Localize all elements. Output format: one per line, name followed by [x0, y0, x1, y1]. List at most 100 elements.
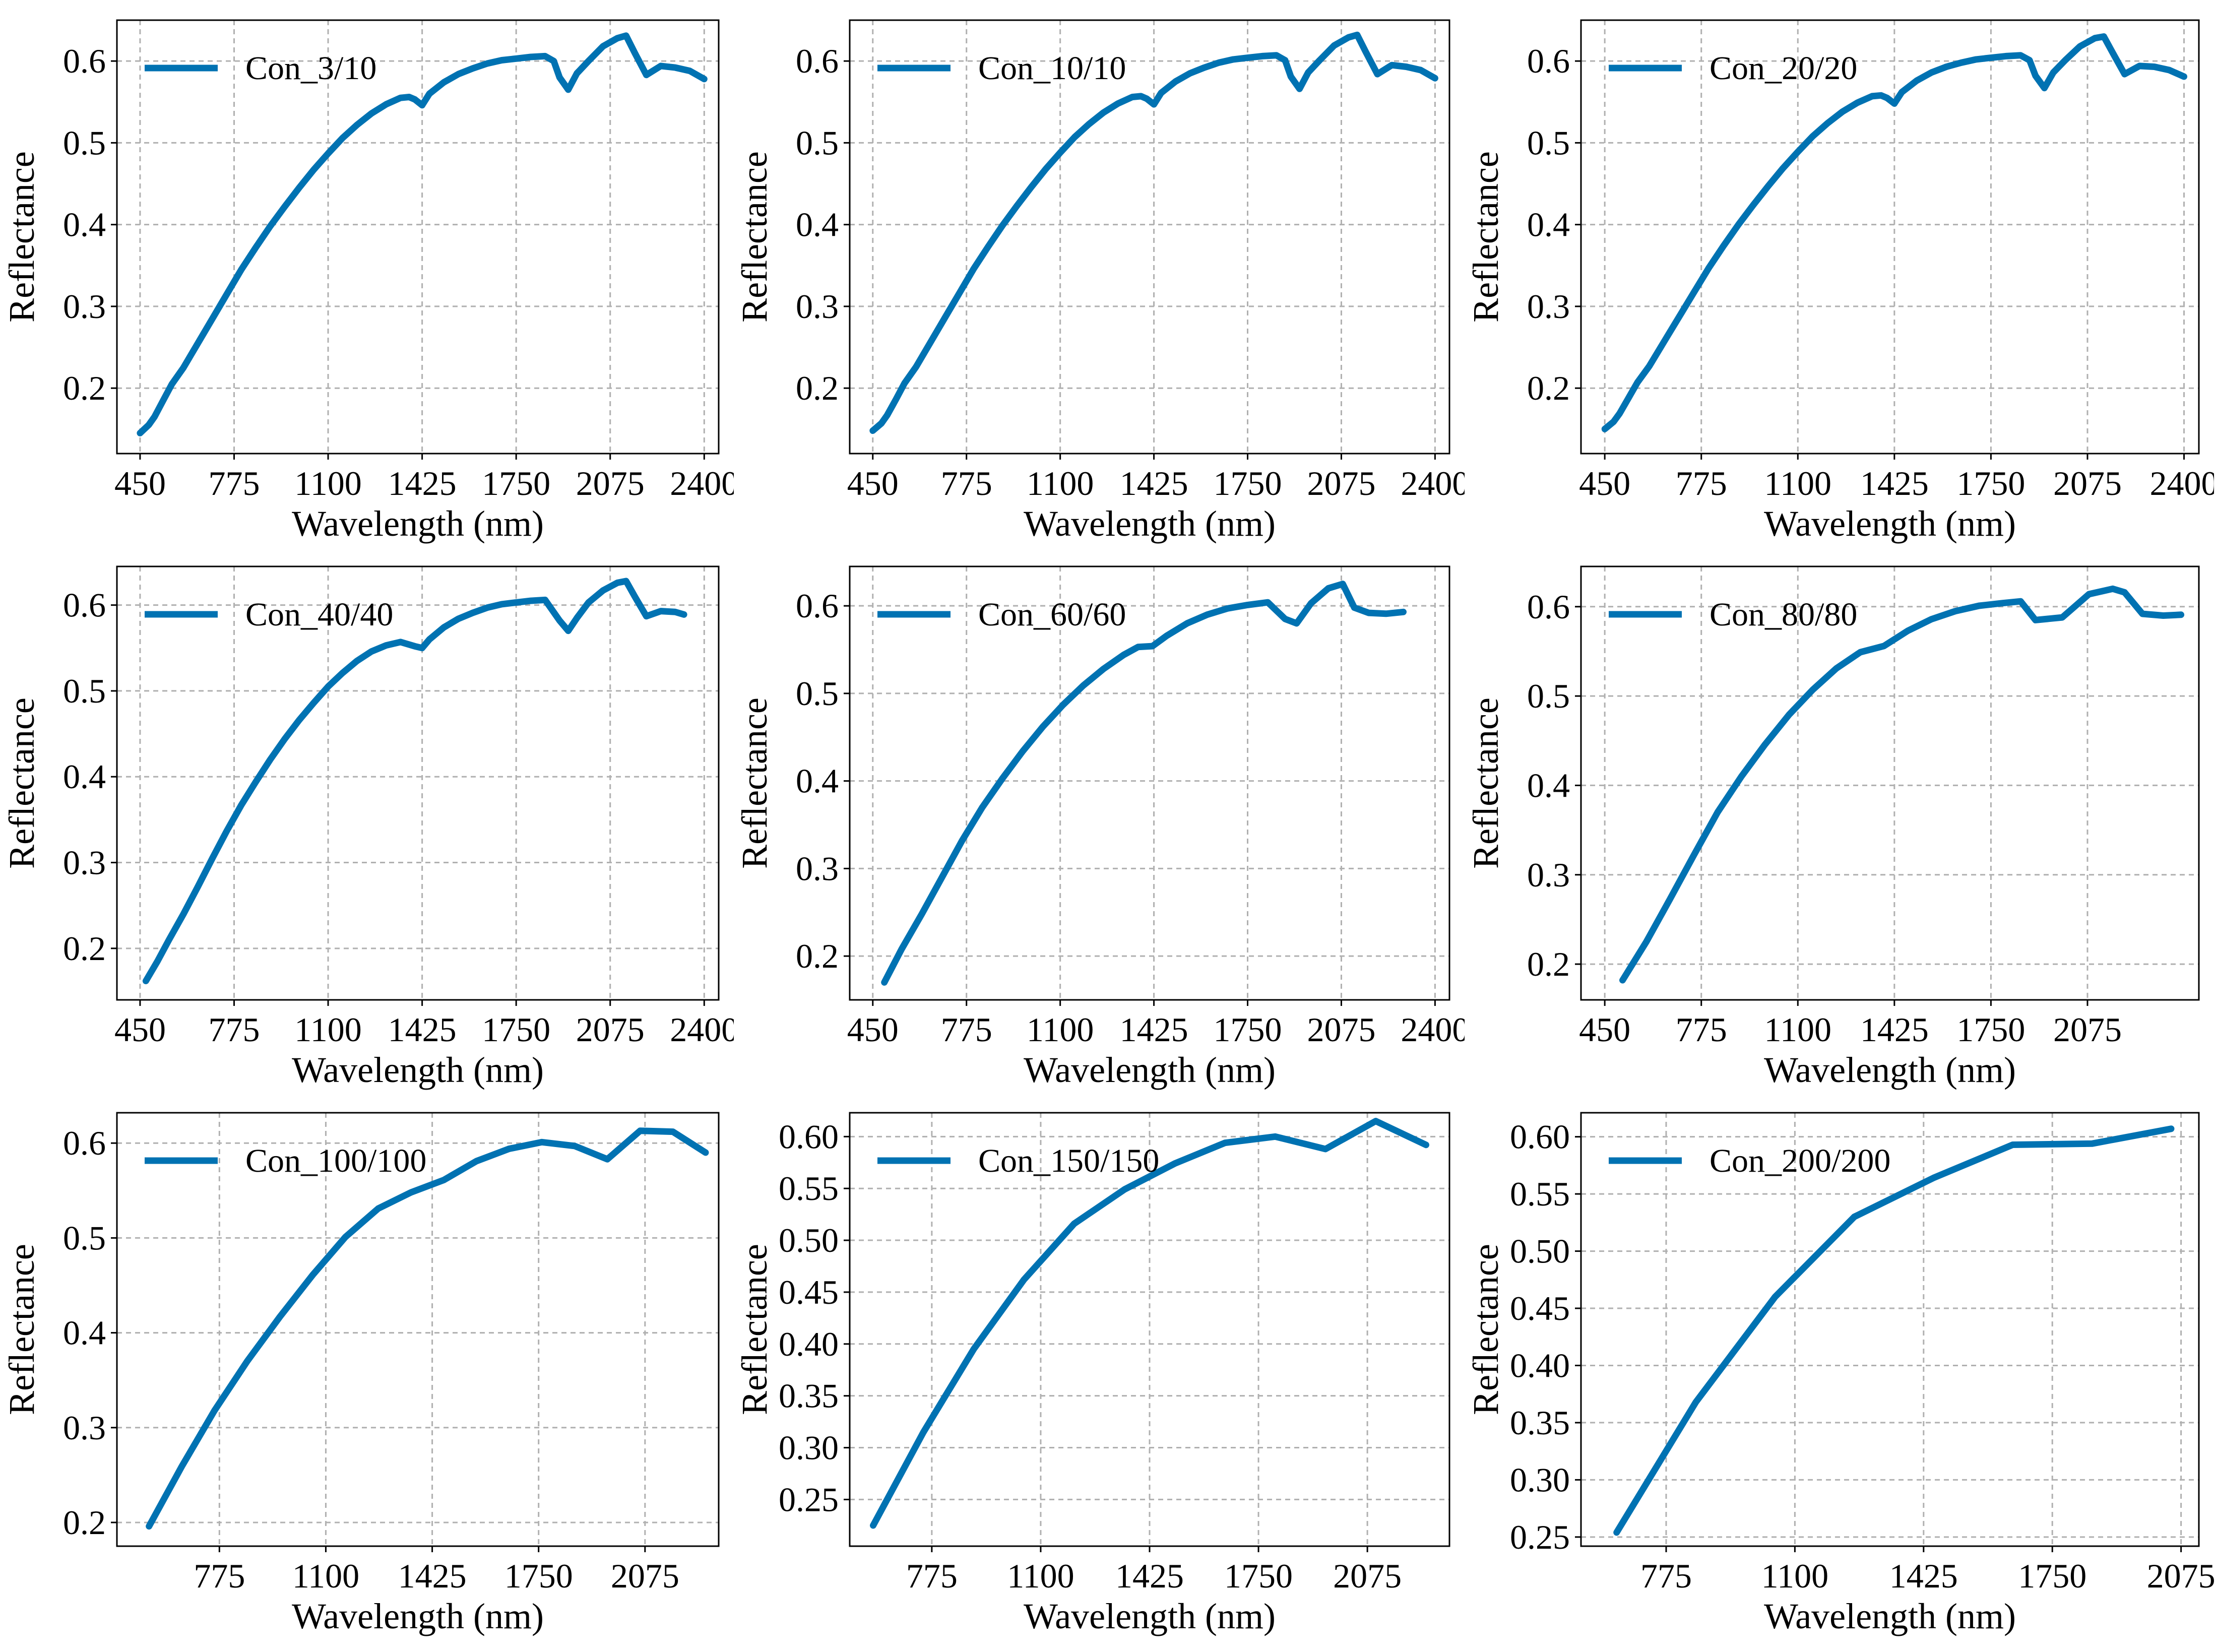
x-tick-label: 775 — [1676, 1010, 1727, 1049]
series-line — [1619, 585, 2185, 984]
y-axis-label: Reflectance — [734, 1244, 775, 1415]
y-tick-label: 0.4 — [63, 206, 106, 244]
y-tick-label: 0.4 — [796, 762, 839, 800]
x-tick-label: 2400 — [2150, 464, 2214, 502]
x-tick-label: 1750 — [1956, 1010, 2025, 1049]
x-tick-label: 2075 — [2053, 1010, 2122, 1049]
y-tick-label: 0.60 — [779, 1117, 839, 1156]
y-tick-label: 0.60 — [1510, 1118, 1570, 1156]
y-tick-label: 0.6 — [63, 42, 106, 80]
y-tick-label: 0.5 — [63, 123, 106, 162]
x-tick-label: 1750 — [1214, 464, 1282, 502]
x-tick-label: 1750 — [482, 1010, 550, 1049]
axes-frame — [1580, 1112, 2200, 1547]
x-tick-label: 450 — [114, 1010, 166, 1049]
y-tick-label: 0.3 — [1527, 856, 1570, 894]
legend: Con_20/20 — [1609, 50, 1857, 87]
axes-frame — [116, 1112, 720, 1547]
y-tick-label: 0.5 — [1527, 123, 1570, 162]
x-tick-label: 1750 — [1214, 1010, 1282, 1049]
legend-label: Con_60/60 — [978, 596, 1126, 633]
y-tick-label: 0.35 — [779, 1377, 839, 1415]
x-tick-label: 1750 — [1224, 1557, 1293, 1595]
series-line — [870, 1118, 1429, 1529]
y-tick-label: 0.40 — [1510, 1346, 1570, 1384]
series-line — [146, 1127, 709, 1530]
x-tick-label: 1100 — [1007, 1557, 1074, 1595]
y-axis-label: Reflectance — [2, 697, 42, 869]
x-tick-label: 1100 — [292, 1557, 359, 1595]
x-tick-label: 775 — [1640, 1557, 1692, 1595]
x-tick-label: 1425 — [1120, 1010, 1188, 1049]
x-tick-label: 775 — [208, 1010, 260, 1049]
y-tick-label: 0.2 — [1527, 369, 1570, 407]
legend: Con_80/80 — [1609, 596, 1857, 633]
axes-frame — [849, 565, 1450, 1001]
y-tick-label: 0.5 — [1527, 677, 1570, 715]
legend: Con_100/100 — [145, 1142, 426, 1179]
legend: Con_10/10 — [877, 50, 1126, 87]
x-tick-label: 775 — [941, 464, 992, 502]
y-tick-label: 0.55 — [1510, 1175, 1570, 1213]
x-tick-label: 2075 — [2053, 464, 2122, 502]
x-axis-label: Wavelength (nm) — [1024, 1050, 1276, 1090]
x-tick-label: 1100 — [294, 1010, 361, 1049]
x-tick-label: 1425 — [398, 1557, 467, 1595]
x-tick-label: 1100 — [294, 464, 361, 502]
y-axis-label: Reflectance — [1466, 1244, 1506, 1415]
x-tick-label: 1750 — [504, 1557, 573, 1595]
plot-area: 450 775 1100 1425 1750 2075 2400 0.2 0.3 0.4 0.5 0.… — [2, 19, 734, 544]
x-tick-label: 2075 — [2147, 1557, 2214, 1595]
y-tick-label: 0.45 — [1510, 1289, 1570, 1327]
legend: Con_3/10 — [145, 50, 376, 87]
y-tick-label: 0.5 — [796, 674, 839, 713]
x-axis-label: Wavelength (nm) — [1764, 503, 2016, 544]
y-tick-label: 0.25 — [779, 1480, 839, 1518]
y-tick-label: 0.2 — [1527, 945, 1570, 983]
y-tick-label: 0.2 — [796, 937, 839, 975]
plot-area: 775 1100 1425 1750 2075 0.25 0.30 0.35 0.40 0.45 0… — [1466, 1112, 2214, 1636]
x-tick-label: 1750 — [2018, 1557, 2086, 1595]
legend-label: Con_100/100 — [245, 1142, 426, 1179]
y-tick-label: 0.4 — [796, 206, 839, 244]
plot-area: 450 775 1100 1425 1750 2075 2400 0.2 0.3 0.4 0.5 0.… — [734, 19, 1465, 544]
y-axis-label: Reflectance — [1466, 697, 1506, 869]
y-tick-label: 0.6 — [796, 42, 839, 80]
legend: Con_60/60 — [877, 596, 1126, 633]
y-tick-label: 0.6 — [63, 1124, 106, 1162]
chart-panel-3: 450 775 1100 1425 1750 2075 2400 0.2 0.3 0.4 0.5 0.… — [1466, 19, 2214, 544]
y-tick-label: 0.3 — [63, 844, 106, 882]
y-tick-label: 0.3 — [796, 849, 839, 887]
y-tick-label: 0.5 — [796, 123, 839, 162]
chart-panel-8: 775 1100 1425 1750 2075 0.25 0.30 0.35 0.40 0.45 0… — [734, 1112, 1450, 1636]
y-tick-label: 0.6 — [1527, 42, 1570, 80]
legend-label: Con_80/80 — [1710, 596, 1857, 633]
chart-panel-6: 450 775 1100 1425 1750 2075 0.2 0.3 0.4 0.5 0.6 Wav… — [1466, 565, 2200, 1090]
y-tick-label: 0.2 — [63, 929, 106, 968]
plot-area: 450 775 1100 1425 1750 2075 0.2 0.3 0.4 0.5 0.6 Wav… — [1466, 565, 2200, 1090]
y-tick-label: 0.40 — [779, 1325, 839, 1363]
plot-area: 775 1100 1425 1750 2075 0.25 0.30 0.35 0.40 0.45 0… — [734, 1112, 1450, 1636]
legend-label: Con_200/200 — [1710, 1142, 1890, 1179]
x-tick-label: 1100 — [1027, 464, 1094, 502]
x-tick-label: 1100 — [1027, 1010, 1094, 1049]
x-tick-label: 1425 — [388, 464, 457, 502]
x-tick-label: 450 — [847, 464, 899, 502]
x-tick-label: 1425 — [1120, 464, 1188, 502]
series-line — [137, 32, 708, 436]
legend-label: Con_10/10 — [978, 50, 1126, 87]
axes-frame — [1580, 565, 2200, 1001]
y-tick-label: 0.45 — [779, 1273, 839, 1311]
x-tick-label: 450 — [1579, 1010, 1630, 1049]
x-tick-label: 1425 — [1860, 1010, 1929, 1049]
x-tick-label: 775 — [1676, 464, 1727, 502]
y-tick-label: 0.50 — [1510, 1232, 1570, 1270]
y-tick-label: 0.55 — [779, 1169, 839, 1208]
y-tick-label: 0.50 — [779, 1221, 839, 1259]
x-tick-label: 1425 — [1115, 1557, 1184, 1595]
chart-panel-1: 450 775 1100 1425 1750 2075 2400 0.2 0.3 0.4 0.5 0.… — [2, 19, 734, 544]
x-tick-label: 450 — [847, 1010, 899, 1049]
x-tick-label: 1425 — [1860, 464, 1929, 502]
series-line — [869, 31, 1438, 434]
